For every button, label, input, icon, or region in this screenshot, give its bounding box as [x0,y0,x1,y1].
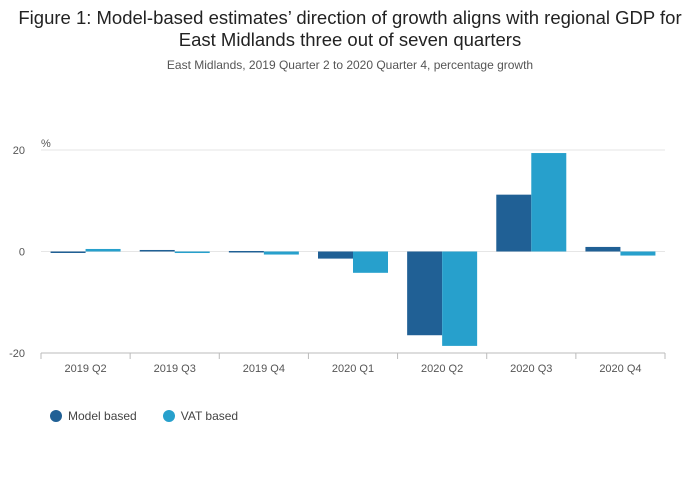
vat-bar [531,153,567,252]
x-tick-label: 2019 Q2 [64,363,106,375]
vat-bar [263,251,299,255]
y-axis-label: % [41,138,51,150]
vat-bar [442,251,478,346]
chart-subtitle: East Midlands, 2019 Quarter 2 to 2020 Qu… [166,58,534,72]
x-tick-label: 2020 Q4 [599,363,641,375]
chart-title: Figure 1: Model-based estimates’ directi… [18,7,682,50]
vat-bar [353,251,388,273]
model-bar [585,246,621,252]
legend-label-model: Model based [68,409,137,423]
bars [50,153,656,346]
x-tick-label: 2019 Q3 [154,363,196,375]
legend-label-vat: VAT based [180,409,239,423]
y-tick-label: 20 [13,145,25,157]
vat-bar [174,251,210,254]
vat-legend-dot [162,410,175,422]
model-bar [139,249,175,252]
model-legend-dot [50,410,62,422]
x-tick-label: 2020 Q3 [510,363,552,375]
vat-bar [620,251,656,256]
model-bar [228,250,264,253]
legend-item-model[interactable]: Model based [50,409,137,423]
vat-bar [85,248,121,252]
axes: 20 0 -20% 2019 Q2 2019 Q3 2019 Q4 2020 Q1 2020 … [9,138,666,375]
y-tick-label: 0 [19,247,25,259]
model-bar [318,251,353,259]
legend: Model based VAT based [50,409,238,423]
legend-item-vat[interactable]: VAT based [162,409,239,423]
x-tick-label: 2020 Q1 [332,363,374,375]
model-bar [407,251,443,336]
model-bar [496,194,532,252]
x-tick-label: 2020 Q2 [421,363,463,375]
y-tick-label: -20 [9,348,25,360]
x-tick-label: 2019 Q4 [243,363,285,375]
model-bar [50,251,86,253]
